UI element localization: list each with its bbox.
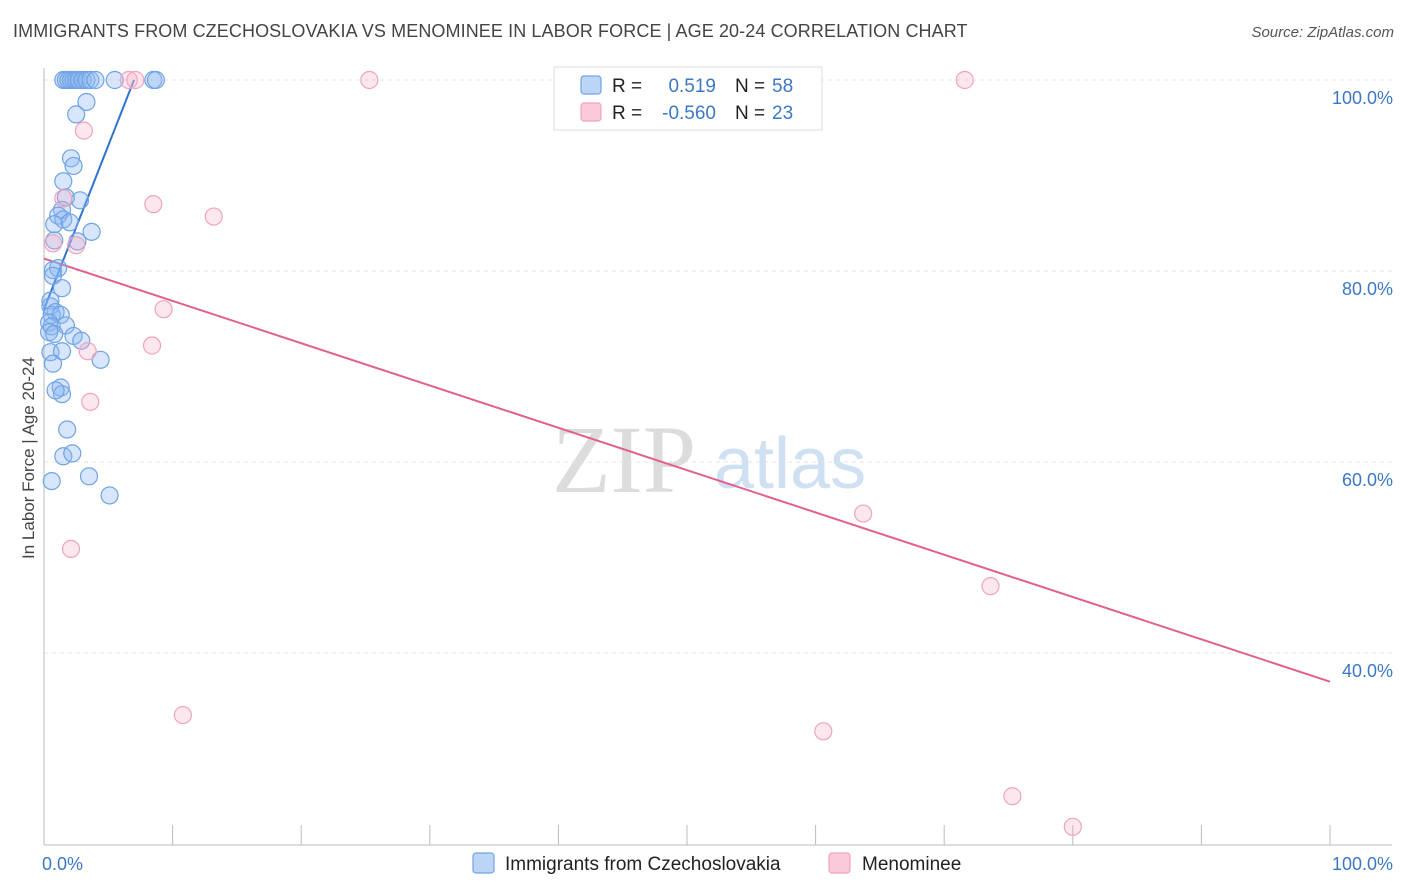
trendline-menominee bbox=[43, 257, 1331, 683]
point-czechoslovakia-11 bbox=[105, 70, 124, 90]
y-tick-label-0: 40.0% bbox=[1342, 661, 1393, 681]
chart-title: IMMIGRANTS FROM CZECHOSLOVAKIA VS MENOMI… bbox=[13, 21, 968, 41]
point-czechoslovakia-10 bbox=[86, 70, 105, 90]
point-menominee-8 bbox=[43, 234, 63, 253]
y-tick-label-3: 100.0% bbox=[1332, 88, 1393, 108]
legend-r-value-2: -0.560 bbox=[662, 103, 716, 124]
point-czechoslovakia-44 bbox=[72, 331, 91, 350]
y-tick-labels: 40.0% 60.0% 80.0% 100.0% bbox=[1332, 88, 1393, 681]
point-czechoslovakia-13 bbox=[146, 70, 165, 90]
point-czechoslovakia-9 bbox=[81, 70, 100, 90]
bottom-legend-label-czechoslovakia: Immigrants from Czechoslovakia bbox=[505, 854, 781, 875]
watermark-zip: ZIP bbox=[552, 406, 696, 513]
x-tick-labels: 0.0% 100.0% bbox=[42, 854, 1393, 874]
point-menominee-18 bbox=[814, 722, 833, 741]
legend-n-label-2: N = bbox=[735, 103, 765, 124]
x-tick-label-0: 0.0% bbox=[42, 854, 83, 874]
point-czechoslovakia-56 bbox=[100, 486, 119, 505]
axes bbox=[43, 68, 1392, 846]
point-czechoslovakia-42 bbox=[45, 324, 64, 344]
point-menominee-19 bbox=[1003, 787, 1022, 806]
bottom-legend-swatch-pink bbox=[828, 852, 851, 874]
point-menominee-13 bbox=[81, 392, 100, 411]
gridlines bbox=[44, 79, 1392, 654]
point-menominee-9 bbox=[67, 236, 86, 255]
point-czechoslovakia-24 bbox=[45, 215, 64, 234]
point-menominee-0 bbox=[119, 70, 138, 90]
point-czechoslovakia-25 bbox=[60, 213, 79, 232]
point-menominee-14 bbox=[61, 539, 81, 559]
x-tick-label-1: 100.0% bbox=[1332, 854, 1393, 874]
legend-n-value-1: 58 bbox=[772, 76, 793, 97]
point-menominee-20 bbox=[1063, 817, 1082, 836]
bottom-legend-label-menominee: Menominee bbox=[862, 854, 961, 875]
legend-r-value-1: 0.519 bbox=[668, 76, 716, 97]
point-czechoslovakia-46 bbox=[52, 342, 72, 361]
y-tick-label-2: 80.0% bbox=[1342, 279, 1393, 299]
point-menominee-1 bbox=[126, 70, 145, 90]
point-czechoslovakia-47 bbox=[43, 354, 63, 373]
point-czechoslovakia-51 bbox=[46, 381, 65, 400]
point-menominee-16 bbox=[854, 504, 873, 523]
data-points bbox=[40, 70, 1082, 836]
point-menominee-7 bbox=[204, 207, 223, 226]
y-axis-label: In Labor Force | Age 20-24 bbox=[19, 357, 38, 559]
point-menominee-10 bbox=[154, 300, 173, 319]
point-menominee-12 bbox=[78, 342, 97, 361]
bottom-legend-swatch-blue bbox=[472, 852, 495, 874]
watermark: ZIP atlas bbox=[552, 406, 866, 513]
point-menominee-3 bbox=[955, 70, 974, 90]
point-menominee-15 bbox=[173, 705, 192, 725]
bottom-legend: Immigrants from Czechoslovakia Menominee bbox=[472, 852, 961, 875]
legend: R = 0.519 N = 58 R = -0.560 N = 23 bbox=[553, 66, 823, 131]
point-czechoslovakia-18 bbox=[54, 172, 73, 191]
point-czechoslovakia-48 bbox=[91, 350, 110, 369]
legend-n-value-2: 23 bbox=[772, 103, 793, 124]
point-czechoslovakia-54 bbox=[63, 444, 82, 463]
watermark-atlas: atlas bbox=[714, 424, 866, 504]
point-menominee-17 bbox=[981, 577, 1000, 596]
point-menominee-2 bbox=[360, 70, 379, 90]
y-tick-label-1: 60.0% bbox=[1342, 470, 1393, 490]
point-czechoslovakia-32 bbox=[52, 279, 72, 298]
point-czechoslovakia-7 bbox=[73, 70, 92, 90]
point-menominee-4 bbox=[74, 121, 93, 140]
point-czechoslovakia-33 bbox=[41, 291, 60, 310]
point-czechoslovakia-17 bbox=[64, 156, 83, 176]
legend-r-label-2: R = bbox=[612, 103, 642, 124]
legend-r-label-1: R = bbox=[612, 76, 642, 97]
point-czechoslovakia-52 bbox=[58, 420, 77, 439]
point-menominee-5 bbox=[54, 189, 73, 208]
source-label: Source: ZipAtlas.com bbox=[1251, 24, 1394, 41]
legend-swatch-blue bbox=[580, 75, 602, 95]
legend-n-label-1: N = bbox=[735, 76, 765, 97]
trendline-czechoslovakia bbox=[43, 79, 135, 310]
trendlines bbox=[43, 79, 1331, 683]
legend-swatch-pink bbox=[580, 102, 602, 122]
point-menominee-6 bbox=[144, 195, 163, 214]
point-czechoslovakia-55 bbox=[79, 467, 99, 486]
point-czechoslovakia-49 bbox=[51, 378, 70, 397]
point-czechoslovakia-57 bbox=[42, 472, 61, 491]
point-czechoslovakia-31 bbox=[43, 266, 63, 285]
point-czechoslovakia-26 bbox=[82, 222, 101, 241]
point-czechoslovakia-15 bbox=[67, 105, 86, 124]
point-czechoslovakia-14 bbox=[77, 92, 96, 112]
point-menominee-11 bbox=[142, 336, 162, 355]
point-czechoslovakia-20 bbox=[70, 191, 90, 210]
